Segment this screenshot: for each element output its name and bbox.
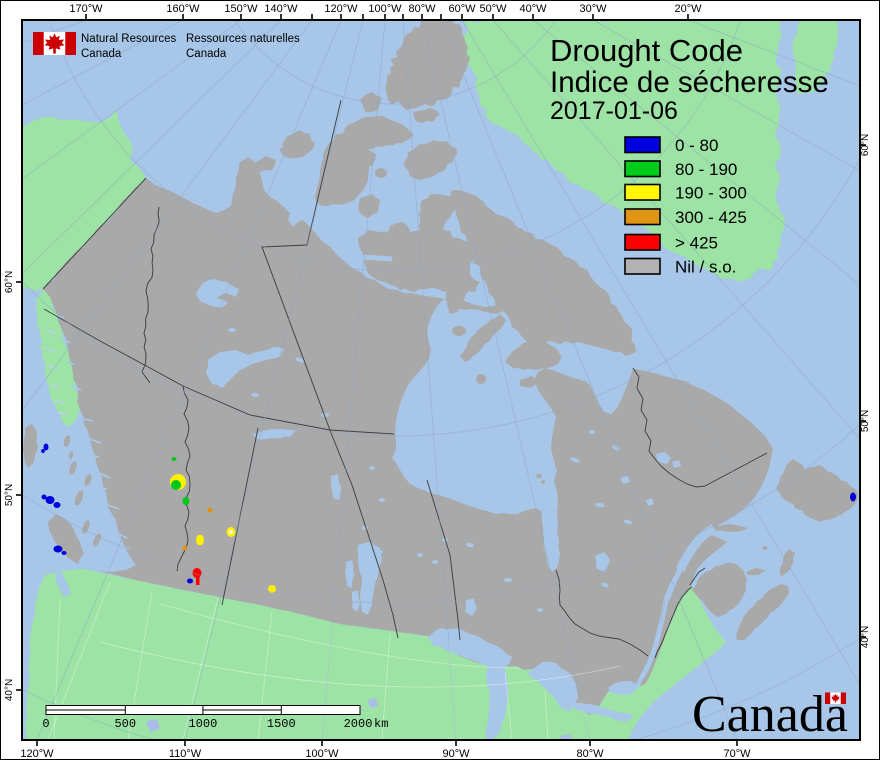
svg-text:120°W: 120°W	[20, 748, 54, 760]
svg-text:190 - 300: 190 - 300	[675, 184, 747, 203]
svg-text:80°W: 80°W	[408, 3, 436, 15]
svg-text:80°W: 80°W	[576, 748, 604, 760]
svg-text:1500: 1500	[267, 717, 296, 731]
svg-text:km: km	[374, 717, 388, 731]
svg-text:20°W: 20°W	[674, 3, 702, 15]
svg-text:Canada: Canada	[186, 48, 227, 60]
svg-text:50°N: 50°N	[4, 484, 15, 506]
svg-text:500: 500	[114, 717, 136, 731]
svg-text:2000: 2000	[344, 717, 373, 731]
svg-text:160°W: 160°W	[166, 3, 200, 15]
svg-text:90°W: 90°W	[442, 748, 470, 760]
svg-text:150°W: 150°W	[224, 3, 258, 15]
svg-text:60°N: 60°N	[860, 134, 871, 156]
svg-text:40°N: 40°N	[860, 626, 871, 648]
svg-text:60°W: 60°W	[448, 3, 476, 15]
svg-text:100°W: 100°W	[305, 748, 339, 760]
svg-text:> 425: > 425	[675, 234, 718, 253]
svg-text:30°W: 30°W	[579, 3, 607, 15]
svg-text:140°W: 140°W	[264, 3, 298, 15]
svg-text:Nil / s.o.: Nil / s.o.	[675, 258, 736, 277]
svg-text:60°N: 60°N	[4, 271, 15, 293]
svg-text:50°N: 50°N	[860, 410, 871, 432]
svg-text:Ressources naturelles: Ressources naturelles	[186, 33, 300, 45]
svg-text:120°W: 120°W	[324, 3, 358, 15]
svg-text:170°W: 170°W	[69, 3, 103, 15]
svg-text:110°W: 110°W	[169, 748, 202, 760]
svg-text:80 - 190: 80 - 190	[675, 160, 737, 179]
svg-text:Indice de sécheresse: Indice de sécheresse	[550, 66, 829, 99]
svg-text:Natural Resources: Natural Resources	[81, 33, 176, 45]
svg-text:70°W: 70°W	[723, 748, 751, 760]
svg-text:0 - 80: 0 - 80	[675, 136, 718, 155]
svg-text:300 - 425: 300 - 425	[675, 208, 747, 227]
svg-text:Drought Code: Drought Code	[550, 33, 743, 68]
svg-text:50°W: 50°W	[479, 3, 507, 15]
svg-text:40°W: 40°W	[519, 3, 547, 15]
svg-text:0: 0	[42, 717, 49, 731]
svg-text:100°W: 100°W	[368, 3, 402, 15]
svg-text:Canada: Canada	[81, 48, 122, 60]
svg-text:2017-01-06: 2017-01-06	[550, 97, 678, 125]
svg-text:40°N: 40°N	[4, 679, 15, 701]
svg-text:Canada: Canada	[692, 686, 848, 743]
svg-text:1000: 1000	[188, 717, 217, 731]
